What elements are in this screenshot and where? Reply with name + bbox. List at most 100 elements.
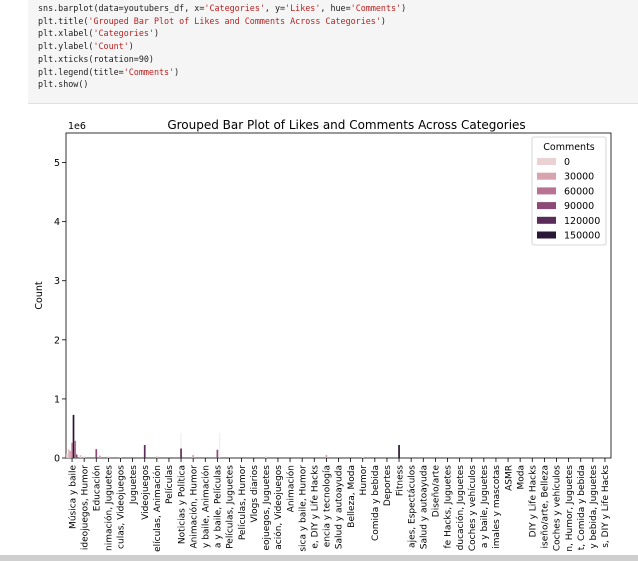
x-tick-label: Animación, Humor: [188, 465, 199, 549]
bar: [325, 455, 328, 458]
legend-label: 120000: [564, 216, 600, 227]
code-token: plt.xlabel(: [38, 28, 94, 39]
x-tick-label: Películas, Juguetes: [226, 465, 236, 549]
y-tick-label: 1: [54, 394, 60, 405]
legend-swatch: [537, 158, 556, 165]
x-tick-label: Videojuegos: [141, 465, 151, 520]
y-tick-label: 3: [54, 276, 60, 287]
x-tick-label: s, DIY y Life Hacks: [601, 465, 611, 548]
bar: [69, 450, 72, 458]
horizontal-scrollbar[interactable]: [0, 555, 638, 561]
y-tick-label: 0: [54, 454, 60, 465]
legend-swatch: [537, 216, 556, 224]
x-tick-label: Coches y vehículos: [553, 465, 563, 551]
x-tick-label: nimación, Juguetes: [104, 465, 115, 551]
x-tick-label: t, Comida y bebida: [577, 465, 587, 550]
y-offset-text: 1e6: [68, 121, 86, 132]
code-line: plt.title('Grouped Bar Plot of Likes and…: [38, 15, 638, 28]
x-tick-label: Películas, Humor: [238, 465, 248, 540]
x-tick-label: Películas: [165, 465, 175, 504]
x-tick-label: Educación: [91, 465, 102, 511]
x-tick-label: elículas, Animación: [152, 465, 163, 552]
y-tick-label: 5: [54, 158, 60, 169]
x-tick-label: Coches y vehículos: [468, 465, 478, 551]
bar: [192, 455, 195, 458]
x-tick-label: Noticias y Política: [177, 465, 187, 544]
code-line: plt.xticks(rotation=90): [38, 53, 638, 66]
x-tick-label: Moda: [516, 465, 526, 490]
x-tick-label: imales y mascotas: [492, 465, 502, 549]
code-string: 'Comments': [123, 66, 175, 77]
bar: [66, 453, 68, 458]
x-tick-label: DIY y Life Hacks: [528, 465, 538, 538]
bar: [95, 449, 98, 458]
x-tick-label: Vlogs diarios: [250, 465, 260, 523]
code-token: ): [153, 28, 160, 39]
code-string: 'Likes': [285, 3, 321, 13]
legend-swatch: [537, 202, 556, 210]
x-tick-label: encia y tecnología: [323, 465, 333, 547]
code-token: , hue=: [320, 3, 351, 13]
bar: [74, 440, 77, 458]
code-string: 'Count': [93, 41, 129, 52]
x-tick-label: ideojuegos, Humor: [80, 465, 90, 550]
code-token: plt.xticks(rotation=90): [38, 53, 154, 64]
bar: [143, 445, 146, 458]
x-tick-label: eojuegos, Juguetes: [262, 465, 272, 551]
x-tick-label: ASMR: [504, 465, 514, 491]
code-line: plt.xlabel('Categories'): [38, 27, 638, 40]
code-string: 'Comments': [350, 3, 402, 13]
x-tick-label: Diseño/arte: [432, 465, 442, 518]
legend-label: 90000: [564, 201, 594, 212]
chart-title: Grouped Bar Plot of Likes and Comments A…: [167, 118, 525, 132]
x-tick-label: Fitness: [395, 465, 405, 496]
legend-title: Comments: [543, 142, 595, 153]
code-token: ): [401, 3, 407, 13]
grouped-bar-chart: 0 1 2 3 4 5 1e6 Count Grouped Bar Plot of Likes …: [34, 118, 612, 552]
plot-frame: [65, 132, 612, 459]
x-tick-label: Comida y bebida: [371, 465, 381, 541]
x-tick-label: ducación, Juguetes: [455, 465, 466, 551]
plot-output: 0 1 2 3 4 5 1e6 Count Grouped Bar Plot of Likes …: [28, 110, 638, 555]
bar: [398, 445, 400, 458]
code-line: plt.show(): [38, 78, 638, 91]
x-tick-label: sica y baile, Humor: [298, 465, 308, 552]
x-tick-label: n, Humor, Juguetes: [565, 465, 575, 552]
bar: [79, 455, 82, 458]
x-tick-label: e, DIY y Life Hacks: [310, 465, 320, 549]
code-cell[interactable]: sns.barplot(data=youtubers_df, x='Catego…: [28, 0, 638, 104]
code-token: ): [174, 66, 180, 77]
bar: [71, 442, 73, 458]
code-token: , y=: [264, 3, 286, 13]
code-token: plt.legend(title=: [38, 66, 124, 77]
code-string: 'Categories': [93, 28, 154, 39]
bar: [361, 456, 364, 458]
code-string: 'Categories': [204, 3, 265, 13]
legend-swatch: [537, 172, 556, 180]
legend-label: 30000: [564, 172, 594, 183]
bar: [119, 456, 122, 458]
code-token: plt.ylabel(: [38, 41, 94, 52]
code-line: plt.legend(title='Comments'): [38, 66, 638, 79]
bar: [107, 456, 110, 458]
x-tick-label: iseño/arte, Belleza: [541, 465, 551, 548]
x-tick-label: Salud y autoayuda: [419, 465, 429, 549]
bar: [99, 455, 101, 458]
x-tick-label: Juguetes: [129, 465, 139, 505]
bar: [216, 449, 219, 458]
x-tick-label: a y baile, Películas: [214, 465, 224, 548]
x-tick-label: Deportes: [383, 465, 393, 506]
y-tick-label: 4: [54, 217, 60, 228]
bar: [75, 454, 78, 458]
legend-swatch: [537, 187, 556, 195]
bar: [67, 449, 70, 458]
code-token: sns.barplot(data=youtubers_df, x=: [38, 3, 205, 13]
code-line: sns.barplot(data=youtubers_df, x='Catego…: [38, 2, 638, 15]
x-tick-label: Música y baile: [68, 465, 78, 529]
bar: [72, 414, 75, 458]
legend-label: 0: [564, 157, 570, 168]
x-tick-label: Belleza, Moda: [347, 465, 357, 528]
x-tick-label: Salud y autoayuda: [335, 465, 345, 549]
code-token: plt.title(: [38, 15, 89, 26]
x-tick-label: fe Hacks, Juguetes: [444, 465, 454, 549]
